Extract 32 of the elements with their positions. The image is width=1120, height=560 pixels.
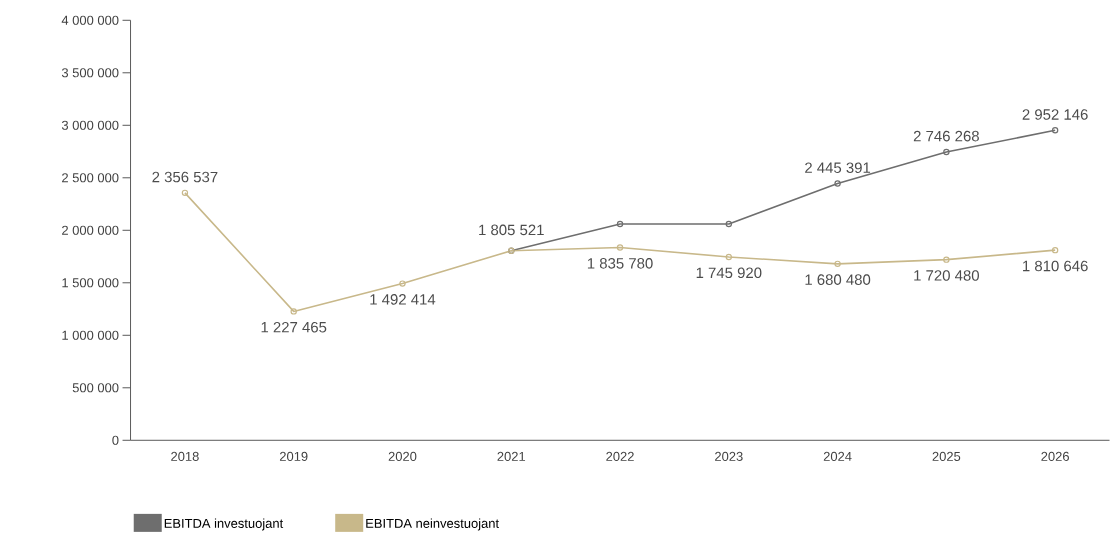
data-label: 2 445 391: [805, 162, 871, 173]
data-label: 1 810 646: [1023, 260, 1088, 272]
x-tick-label: 2025: [932, 451, 961, 461]
y-tick-label: 2 500 000: [62, 173, 119, 183]
y-tick-label: 3 500 000: [61, 68, 119, 78]
y-tick-label: 1 500 000: [62, 278, 119, 288]
data-label: 1 227 465: [261, 321, 327, 333]
y-tick-label: 4 000 000: [61, 15, 119, 25]
data-label: 2 356 537: [152, 171, 218, 183]
legend-label: EBITDA neinvestuojant: [366, 518, 499, 531]
data-label: 1 720 480: [914, 270, 979, 281]
data-label: 1 835 780: [587, 258, 653, 269]
x-tick-label: 2023: [715, 451, 743, 461]
x-tick-label: 2019: [279, 451, 308, 461]
y-tick-label: 0: [112, 435, 119, 445]
data-label: 1 680 480: [805, 274, 871, 285]
x-tick-label: 2018: [171, 451, 199, 461]
legend-label: EBITDA investuojant: [164, 518, 284, 531]
data-label: 1 745 920: [696, 267, 762, 279]
y-tick-label: 500 000: [72, 383, 119, 393]
data-label: 1 492 414: [370, 294, 436, 305]
data-label: 2 746 268: [913, 130, 979, 142]
x-tick-label: 2020: [388, 451, 417, 461]
y-tick-label: 2 000 000: [62, 225, 119, 235]
x-tick-label: 2024: [823, 451, 852, 461]
data-label: 2 952 146: [1022, 109, 1088, 120]
x-tick-label: 2022: [606, 451, 634, 461]
x-tick-label: 2026: [1041, 451, 1069, 461]
y-tick-label: 3 000 000: [61, 120, 119, 130]
x-tick-label: 2021: [497, 451, 526, 461]
y-tick-label: 1 000 000: [62, 330, 119, 340]
data-label: 1 805 521: [479, 224, 544, 236]
